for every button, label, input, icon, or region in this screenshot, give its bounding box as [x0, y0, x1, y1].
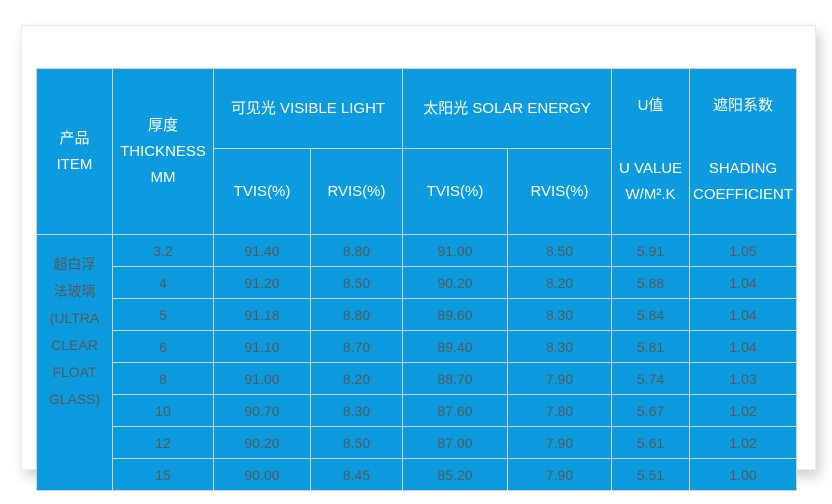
cell-thickness: 15	[112, 458, 214, 491]
cell-u-value: 5.88	[611, 266, 691, 299]
cell-thickness: 8	[112, 362, 214, 395]
cell-solar-tvis: 87.60	[402, 394, 508, 427]
table-row: 超白浮 法玻璃 (ULTRA CLEAR FLOAT GLASS) 3.2 91…	[36, 234, 798, 491]
subheader-solar-rvis: RVIS(%)	[506, 148, 613, 235]
item-name-cell: 超白浮 法玻璃 (ULTRA CLEAR FLOAT GLASS)	[36, 234, 113, 491]
cell-visible-rvis: 8.45	[310, 458, 403, 491]
glass-spec-table: 产品 ITEM 厚度 THICKNESS MM 可见光 VISIBLE LIGH…	[36, 67, 798, 491]
subheader-solar-tvis: TVIS(%)	[402, 148, 508, 235]
table-row: 4 91.20 8.50 90.20 8.20 5.88 1.04	[37, 266, 798, 299]
table-row: 6 91.10 8.70 89.40 8.30 5.81 1.04	[37, 330, 798, 363]
cell-visible-rvis: 8.20	[310, 362, 403, 395]
cell-visible-tvis: 90.70	[213, 394, 311, 427]
table-row: 15 90.00 8.45 85.20 7.90 5.51 1.00	[37, 458, 798, 491]
header-u-value: U值 U VALUE W/M².K	[611, 68, 691, 235]
cell-solar-tvis: 87.00	[402, 426, 508, 459]
cell-u-value: 5.84	[611, 298, 691, 331]
spec-card: 产品 ITEM 厚度 THICKNESS MM 可见光 VISIBLE LIGH…	[21, 25, 816, 491]
cell-shading: 1.04	[689, 266, 798, 299]
cell-u-value: 5.61	[611, 426, 691, 459]
cell-solar-tvis: 89.60	[402, 298, 508, 331]
header-shading-coefficient: 遮阳系数 SHADING COEFFICIENT	[689, 68, 798, 235]
u-value-en-label: U VALUE W/M².K	[618, 160, 683, 203]
cell-shading: 1.02	[689, 394, 798, 427]
cell-shading: 1.05	[689, 234, 798, 267]
header-row-1: 产品 ITEM 厚度 THICKNESS MM 可见光 VISIBLE LIGH…	[36, 67, 798, 235]
cell-shading: 1.04	[689, 298, 798, 331]
cell-visible-rvis: 8.30	[310, 394, 403, 427]
cell-visible-tvis: 90.00	[213, 458, 311, 491]
u-value-cn-label: U值	[637, 97, 664, 114]
cell-thickness: 12	[112, 426, 214, 459]
cell-visible-tvis: 91.18	[213, 298, 311, 331]
cell-solar-rvis: 8.30	[506, 330, 613, 363]
cell-solar-tvis: 91.00	[402, 234, 508, 267]
cell-solar-tvis: 88.70	[402, 362, 508, 395]
header-item: 产品 ITEM	[36, 68, 113, 235]
cell-thickness: 5	[112, 298, 214, 331]
cell-thickness: 3.2	[112, 234, 214, 267]
table-row: 5 91.18 8.80 89.60 8.30 5.84 1.04	[37, 298, 798, 331]
cell-visible-rvis: 8.80	[310, 298, 403, 331]
cell-shading: 1.02	[689, 426, 798, 459]
subheader-visible-tvis: TVIS(%)	[213, 148, 311, 235]
table-row: 8 91.00 8.20 88.70 7.90 5.74 1.03	[37, 362, 798, 395]
cell-solar-rvis: 7.90	[506, 458, 613, 491]
cell-u-value: 5.74	[611, 362, 691, 395]
cell-visible-rvis: 8.50	[310, 426, 403, 459]
header-row-2: TVIS(%) RVIS(%) TVIS(%) RVIS(%)	[37, 148, 797, 235]
cell-visible-tvis: 90.20	[213, 426, 311, 459]
cell-solar-rvis: 7.80	[506, 394, 613, 427]
table-row: 12 90.20 8.50 87.00 7.90 5.61 1.02	[37, 426, 798, 459]
cell-visible-tvis: 91.40	[213, 234, 311, 267]
header-thickness: 厚度 THICKNESS MM	[112, 68, 214, 235]
cell-solar-rvis: 8.50	[506, 234, 613, 267]
cell-solar-rvis: 8.20	[506, 266, 613, 299]
cell-visible-rvis: 8.80	[310, 234, 403, 267]
cell-u-value: 5.51	[611, 458, 691, 491]
cell-u-value: 5.81	[611, 330, 691, 363]
cell-visible-rvis: 8.50	[310, 266, 403, 299]
table-row: 10 90.70 8.30 87.60 7.80 5.67 1.02	[37, 394, 798, 427]
cell-visible-tvis: 91.00	[213, 362, 311, 395]
cell-solar-rvis: 7.90	[506, 362, 613, 395]
cell-u-value: 5.67	[611, 394, 691, 427]
header-solar-energy: 太阳光 SOLAR ENERGY	[401, 67, 613, 150]
shading-en-label: SHADING COEFFICIENT	[693, 160, 794, 203]
cell-solar-rvis: 8.30	[506, 298, 613, 331]
cell-solar-tvis: 89.40	[402, 330, 508, 363]
subheader-visible-rvis: RVIS(%)	[310, 148, 403, 235]
cell-u-value: 5.91	[611, 234, 691, 267]
header-visible-light: 可见光 VISIBLE LIGHT	[213, 67, 403, 150]
shading-cn-label: 遮阳系数	[713, 97, 774, 114]
cell-visible-rvis: 8.70	[310, 330, 403, 363]
cell-solar-tvis: 85.20	[402, 458, 508, 491]
cell-visible-tvis: 91.20	[213, 266, 311, 299]
cell-shading: 1.03	[689, 362, 798, 395]
cell-thickness: 6	[112, 330, 214, 363]
cell-visible-tvis: 91.10	[213, 330, 311, 363]
cell-shading: 1.00	[689, 458, 798, 491]
cell-solar-rvis: 7.90	[506, 426, 613, 459]
cell-thickness: 4	[112, 266, 214, 299]
cell-shading: 1.04	[689, 330, 798, 363]
cell-solar-tvis: 90.20	[402, 266, 508, 299]
cell-thickness: 10	[112, 394, 214, 427]
